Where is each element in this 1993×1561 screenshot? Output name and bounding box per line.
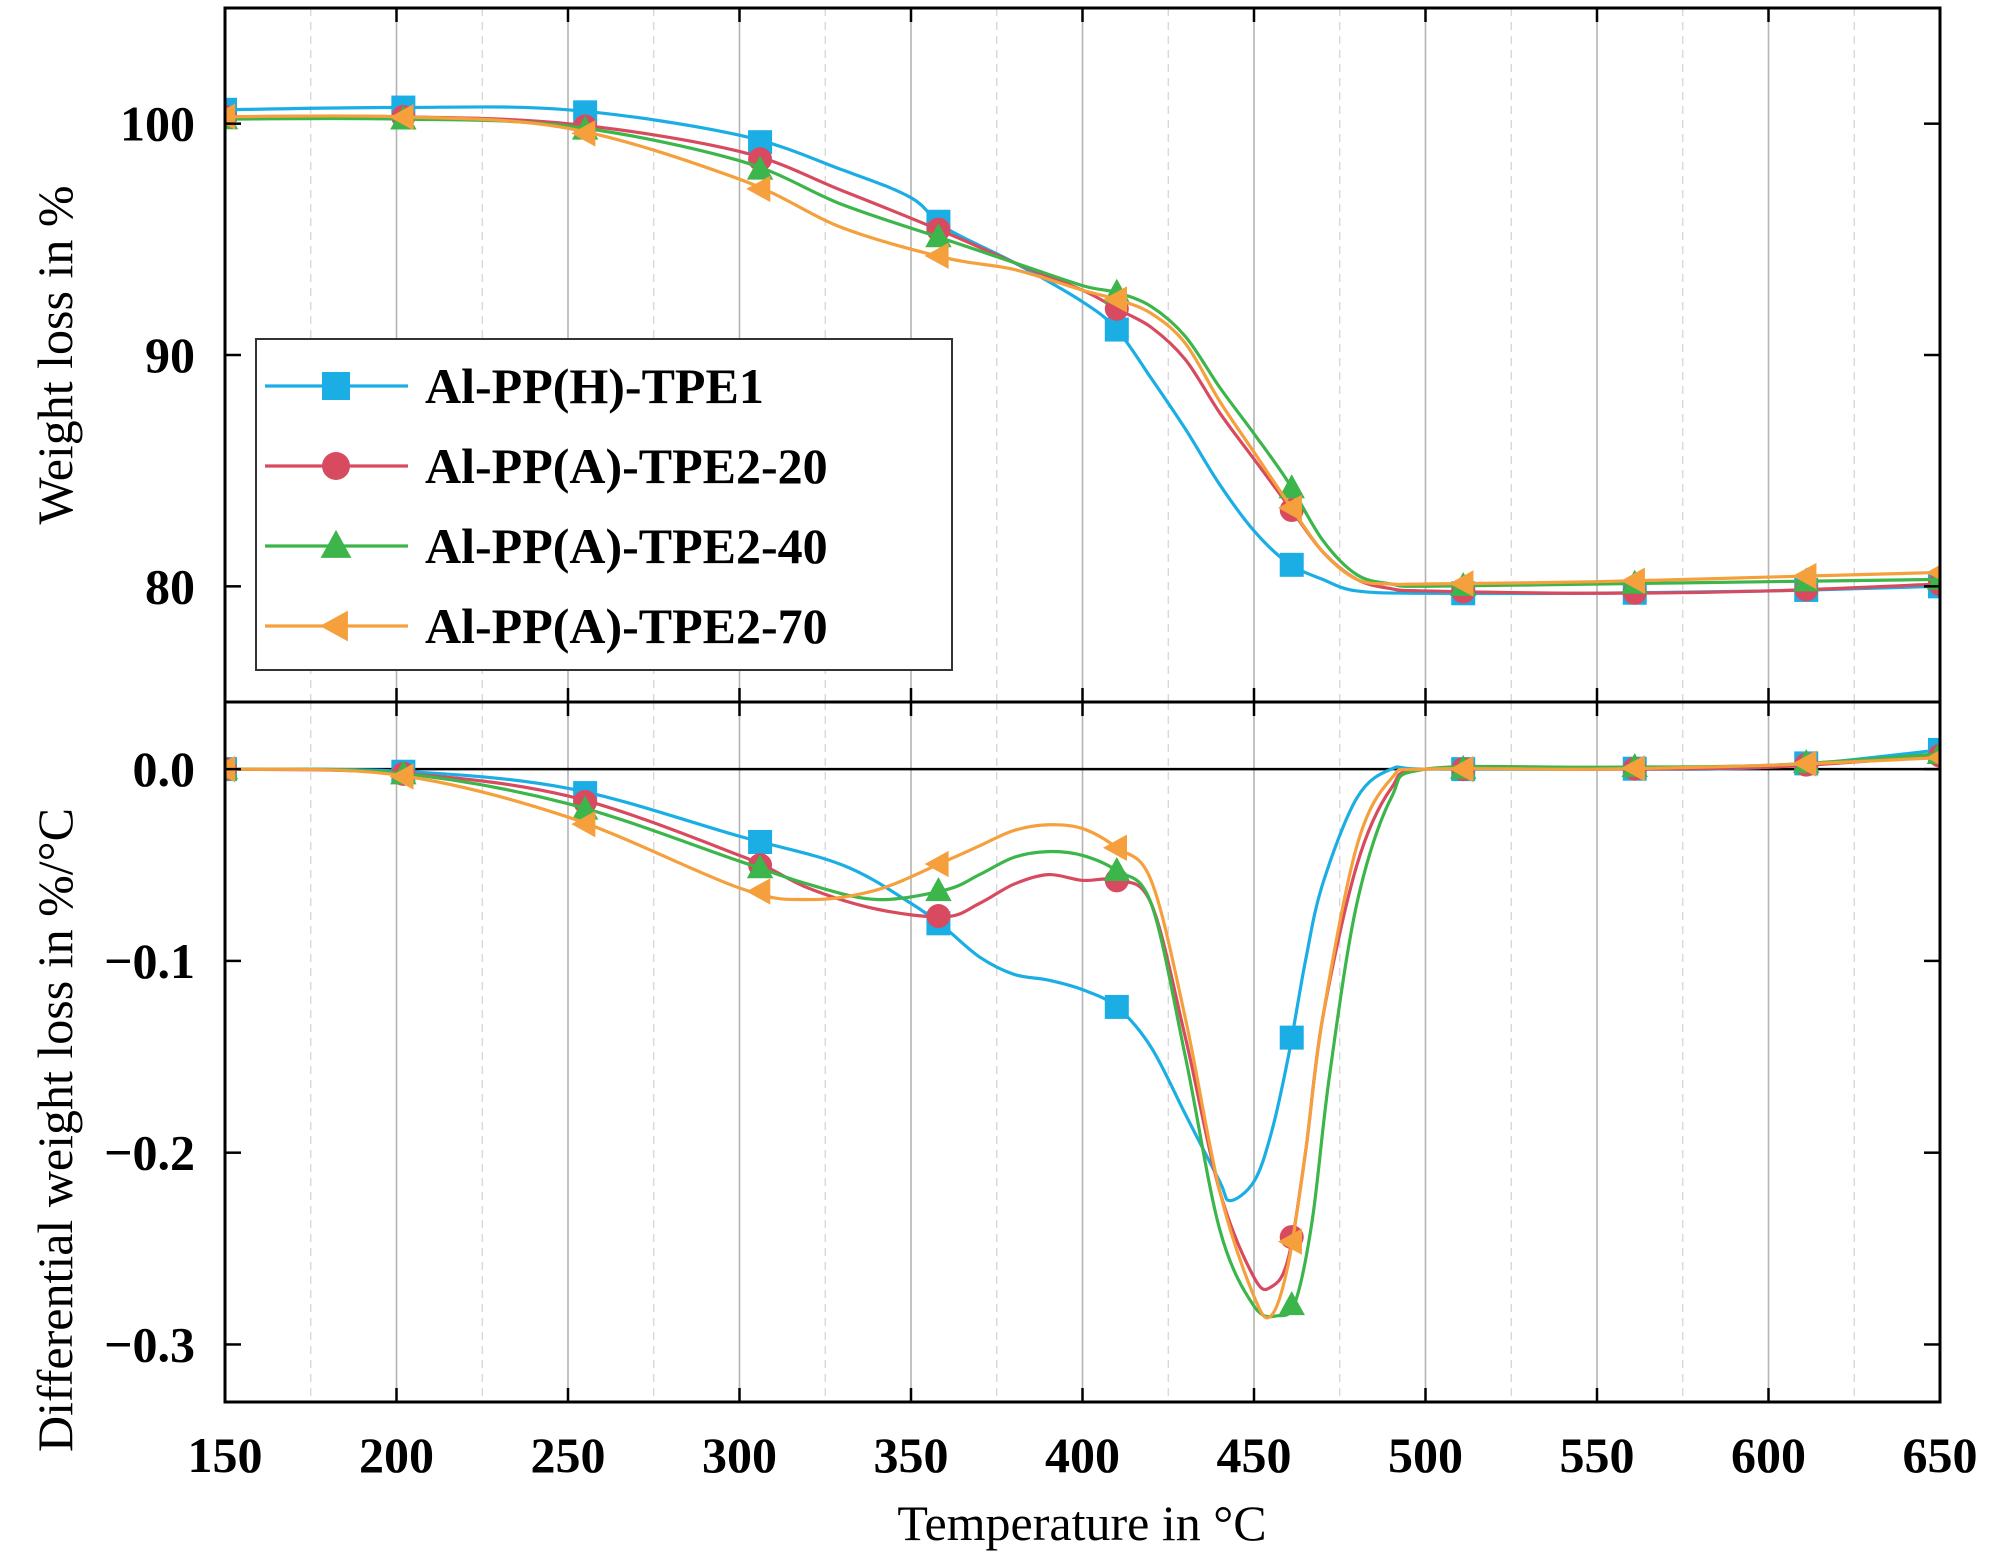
y-tick-label-dtg-0: 0.0 [133,741,196,797]
dtg-series-4-marker-3 [571,810,596,838]
tga-series-1-marker-7 [1279,552,1304,577]
tga-series-4-marker-9 [1620,567,1645,594]
y-tick-label-dtg-2: −0.2 [104,1125,195,1181]
tga-series-4-marker-2 [389,103,414,131]
tga-series-4-marker-6 [1103,286,1127,313]
dtg-series-4-marker-2 [389,763,414,790]
x-tick-label-10: 650 [1903,1427,1978,1483]
tga-series-4-marker-1 [225,103,236,130]
y-tick-label-dtg-3: −0.3 [104,1316,195,1372]
tga-series-3-marker-4 [746,155,774,180]
x-tick-label-5: 400 [1045,1427,1120,1483]
dtg-series-3-marker-7 [1278,1291,1305,1316]
x-tick-label-0: 150 [188,1427,263,1483]
frame-layer [223,6,1942,1404]
dtg-series-4-marker-6 [1103,834,1127,861]
x-tick-label-1: 200 [359,1427,434,1483]
tga-series-4-marker-4 [746,175,771,203]
tick-label-layer: 150 200 250 300 350 400 450 500 550 600 650 80 90 100… [104,96,1978,1483]
dtg-series-4-marker-10 [1792,750,1817,777]
tga-series-4-marker-8 [1449,570,1474,597]
x-tick-label-8: 550 [1560,1427,1635,1483]
legend-label-2: Al-PP(A)-TPE2-20 [425,438,828,494]
x-tick-label-9: 600 [1731,1427,1806,1483]
legend-box [255,338,953,671]
dtg-series-3-line [225,752,1940,1319]
tga-series-3-marker-5 [925,223,952,248]
legend-marker-2 [322,452,350,480]
legend-marker-3 [320,529,352,558]
tga-series-2-line [225,114,1940,595]
dtg-series-4-marker-7 [1277,1228,1302,1255]
legend-label-4: Al-PP(A)-TPE2-70 [425,598,828,654]
tga-series-4-marker-3 [571,120,596,147]
tga-series-4-marker-10 [1792,562,1817,590]
tga-series-4-line [225,114,1940,587]
tga-series-3-marker-11 [1926,565,1940,590]
legend-label-1: Al-PP(H)-TPE1 [425,358,764,414]
y-tick-label-tga-2: 100 [120,96,195,152]
x-tick-label-4: 350 [874,1427,949,1483]
dtg-series-2-line [225,754,1940,1292]
dtg-series-1-marker-7 [1279,1025,1304,1050]
dtg-series-3-marker-4 [746,854,774,879]
dtg-series-4-marker-8 [1449,755,1474,783]
x-tick-label-3: 300 [702,1427,777,1483]
legend-marker-4 [319,610,348,642]
legend-items [265,372,408,642]
top-y-axis-title: Weight loss in % [27,185,83,524]
dtg-series-3-marker-6 [1103,856,1130,881]
tga-series-1-marker-6 [1104,317,1129,342]
dtg-series-4-marker-4 [746,878,771,905]
tga-series-layer [225,95,1940,606]
dtg-series-3-marker-5 [925,877,952,902]
dtg-series-2-marker-5 [926,904,951,929]
tga-series-3-marker-7 [1278,474,1305,499]
dtg-series-4-marker-11 [1926,750,1940,766]
y-tick-label-tga-1: 90 [145,327,195,383]
legend: Al-PP(H)-TPE1 Al-PP(A)-TPE2-20 Al-PP(A)-… [255,338,953,671]
x-tick-label-6: 450 [1217,1427,1292,1483]
bottom-y-axis-title: Differential weight loss in %/°C [27,808,83,1452]
x-axis-title: Temperature in °C [897,1495,1266,1551]
tga-series-4-marker-7 [1277,494,1302,522]
legend-marker-1 [322,372,350,400]
dtg-series-1-marker-4 [748,830,773,854]
x-tick-label-7: 500 [1388,1427,1463,1483]
dtg-series-4-marker-9 [1620,755,1645,782]
tga-series-3-line [225,116,1940,588]
legend-label-3: Al-PP(A)-TPE2-40 [425,518,828,574]
x-tick-label-2: 250 [531,1427,606,1483]
dtg-series-4-marker-5 [924,850,949,878]
tga-series-4-marker-5 [924,242,949,270]
tga-series-4-marker-11 [1926,564,1940,581]
dtg-series-1-marker-6 [1104,994,1129,1019]
dtg-series-4-line [225,756,1940,1320]
y-tick-label-dtg-1: −0.1 [104,933,195,989]
y-tick-label-tga-0: 80 [145,558,195,614]
dtg-series-layer [225,737,1940,1320]
